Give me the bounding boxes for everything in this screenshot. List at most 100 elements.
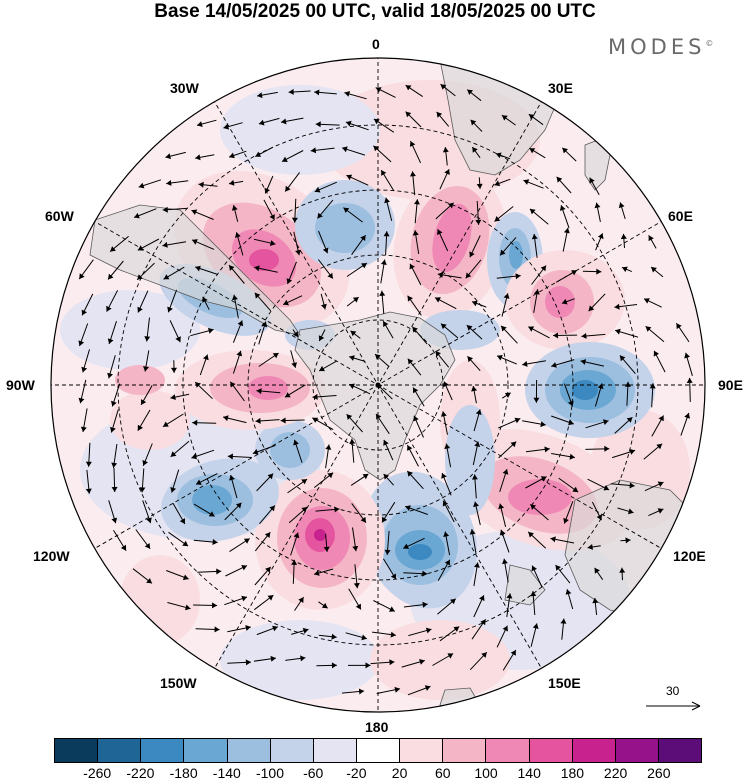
wind-vector-head <box>310 147 317 154</box>
wind-vector-head <box>436 111 443 118</box>
wind-vector-head <box>163 274 170 280</box>
wind-vector-head <box>533 289 540 295</box>
lon-label-60e: 60E <box>668 208 693 224</box>
wind-vector-head <box>551 362 557 368</box>
wind-vector-head <box>361 263 367 269</box>
wind-vector-head <box>604 445 610 452</box>
wind-vector-head <box>291 362 297 368</box>
wind-vector-head <box>272 625 278 632</box>
wind-vector-head <box>443 381 449 388</box>
wind-vector-head <box>597 233 604 240</box>
wind-vector-head <box>540 476 547 482</box>
wind-vector-head <box>499 529 506 536</box>
wind-vector-head <box>676 323 682 330</box>
wind-vector-head <box>78 340 85 347</box>
wind-vector-head <box>475 219 482 225</box>
wind-vector-head <box>447 653 454 659</box>
wind-vector-head <box>110 246 116 252</box>
wind-vector-head <box>352 545 359 552</box>
wind-vector-head <box>325 444 332 450</box>
wind-vector-head <box>653 350 659 357</box>
colorbar-swatch <box>55 739 99 762</box>
wind-vector-head <box>474 441 481 447</box>
wind-vector-head <box>556 176 563 183</box>
wind-vector-head <box>472 474 478 480</box>
wind-vector-head <box>78 397 85 404</box>
wind-vector-head <box>137 306 143 313</box>
wind-vector-head <box>412 230 419 236</box>
wind-vector-head <box>331 633 337 640</box>
wind-vector-head <box>373 145 380 152</box>
wind-vector-head <box>107 338 114 344</box>
wind-vector-head <box>245 659 251 666</box>
wind-vector-head <box>282 156 288 162</box>
wind-vector-head <box>568 400 574 407</box>
wind-vector-head <box>597 383 604 390</box>
wind-vector-head <box>292 331 299 338</box>
wind-vector-head <box>106 305 112 312</box>
wind-vector-head <box>409 263 415 270</box>
wind-vector-head <box>212 602 218 609</box>
wind-vector-head <box>361 634 367 641</box>
wind-vector-head <box>256 388 262 395</box>
wind-vector-head <box>596 514 602 521</box>
wind-vector-head <box>533 397 540 403</box>
wind-vector-head <box>502 625 508 632</box>
wind-vector-head <box>500 249 506 256</box>
wind-vector-head <box>376 413 382 420</box>
colorbar-ticks: -260 -220 -180 -140 -100 -60 -20 20 60 100 140 180 2… <box>0 765 750 783</box>
wind-vector-head <box>495 152 502 159</box>
copyright-mark: © <box>705 39 714 48</box>
wind-vector-head <box>555 565 561 571</box>
wind-vector-head <box>407 471 413 477</box>
wind-vector-head <box>587 544 593 550</box>
wind-vector-head <box>192 419 198 426</box>
wind-vector-head <box>658 415 664 422</box>
wind-vector-head <box>146 517 152 524</box>
wind-vector-head <box>562 147 568 154</box>
map-title: Base 14/05/2025 00 UTC, valid 18/05/2025… <box>154 1 596 22</box>
wind-vector-head <box>407 295 413 302</box>
wind-vector-head <box>568 419 574 426</box>
wind-vector-head <box>472 300 478 307</box>
wind-vector-head <box>479 595 485 601</box>
wind-vector-head <box>529 148 536 154</box>
colorbar-swatch <box>529 739 573 762</box>
wind-vector-head <box>383 231 390 237</box>
wind-vector-head <box>229 152 235 159</box>
wind-vector-head <box>580 359 587 365</box>
colorbar-tick-label: -220 <box>126 765 155 781</box>
wind-vector-head <box>270 655 276 662</box>
wind-vector-head <box>162 206 168 213</box>
wind-vector-head <box>269 214 275 220</box>
wind-vector-head <box>120 544 127 551</box>
wind-vector-head <box>523 179 530 185</box>
wind-vector-head <box>424 685 431 691</box>
wind-vector-head <box>81 309 87 316</box>
wind-vector-head <box>435 351 441 357</box>
wind-vector-head <box>288 88 294 95</box>
wind-vector-head <box>227 453 233 460</box>
lon-label-150e: 150E <box>548 675 581 691</box>
wind-vector-head <box>134 212 140 219</box>
colorbar-swatch <box>313 739 357 762</box>
wind-vector-head <box>111 400 117 407</box>
wind-vector-head <box>563 517 569 524</box>
colorbar-swatch <box>658 739 702 762</box>
wind-vector-head <box>603 485 610 491</box>
wind-vector-head <box>321 602 328 609</box>
wind-vector-head <box>472 147 478 153</box>
wind-vector-head <box>216 568 222 575</box>
wind-vector-head <box>440 84 447 90</box>
wind-vector-head <box>615 328 621 335</box>
wind-vector-head <box>291 217 298 223</box>
wind-vector-head <box>208 327 214 334</box>
wind-vector-head <box>241 565 247 571</box>
wind-vector-head <box>619 355 626 362</box>
wind-vector-head <box>504 392 511 398</box>
colorbar-swatch <box>184 739 228 762</box>
wind-vector-head <box>443 531 450 537</box>
wind-vector-head <box>651 267 657 273</box>
wind-vector-head <box>195 265 201 272</box>
wind-vector-head <box>293 532 300 539</box>
